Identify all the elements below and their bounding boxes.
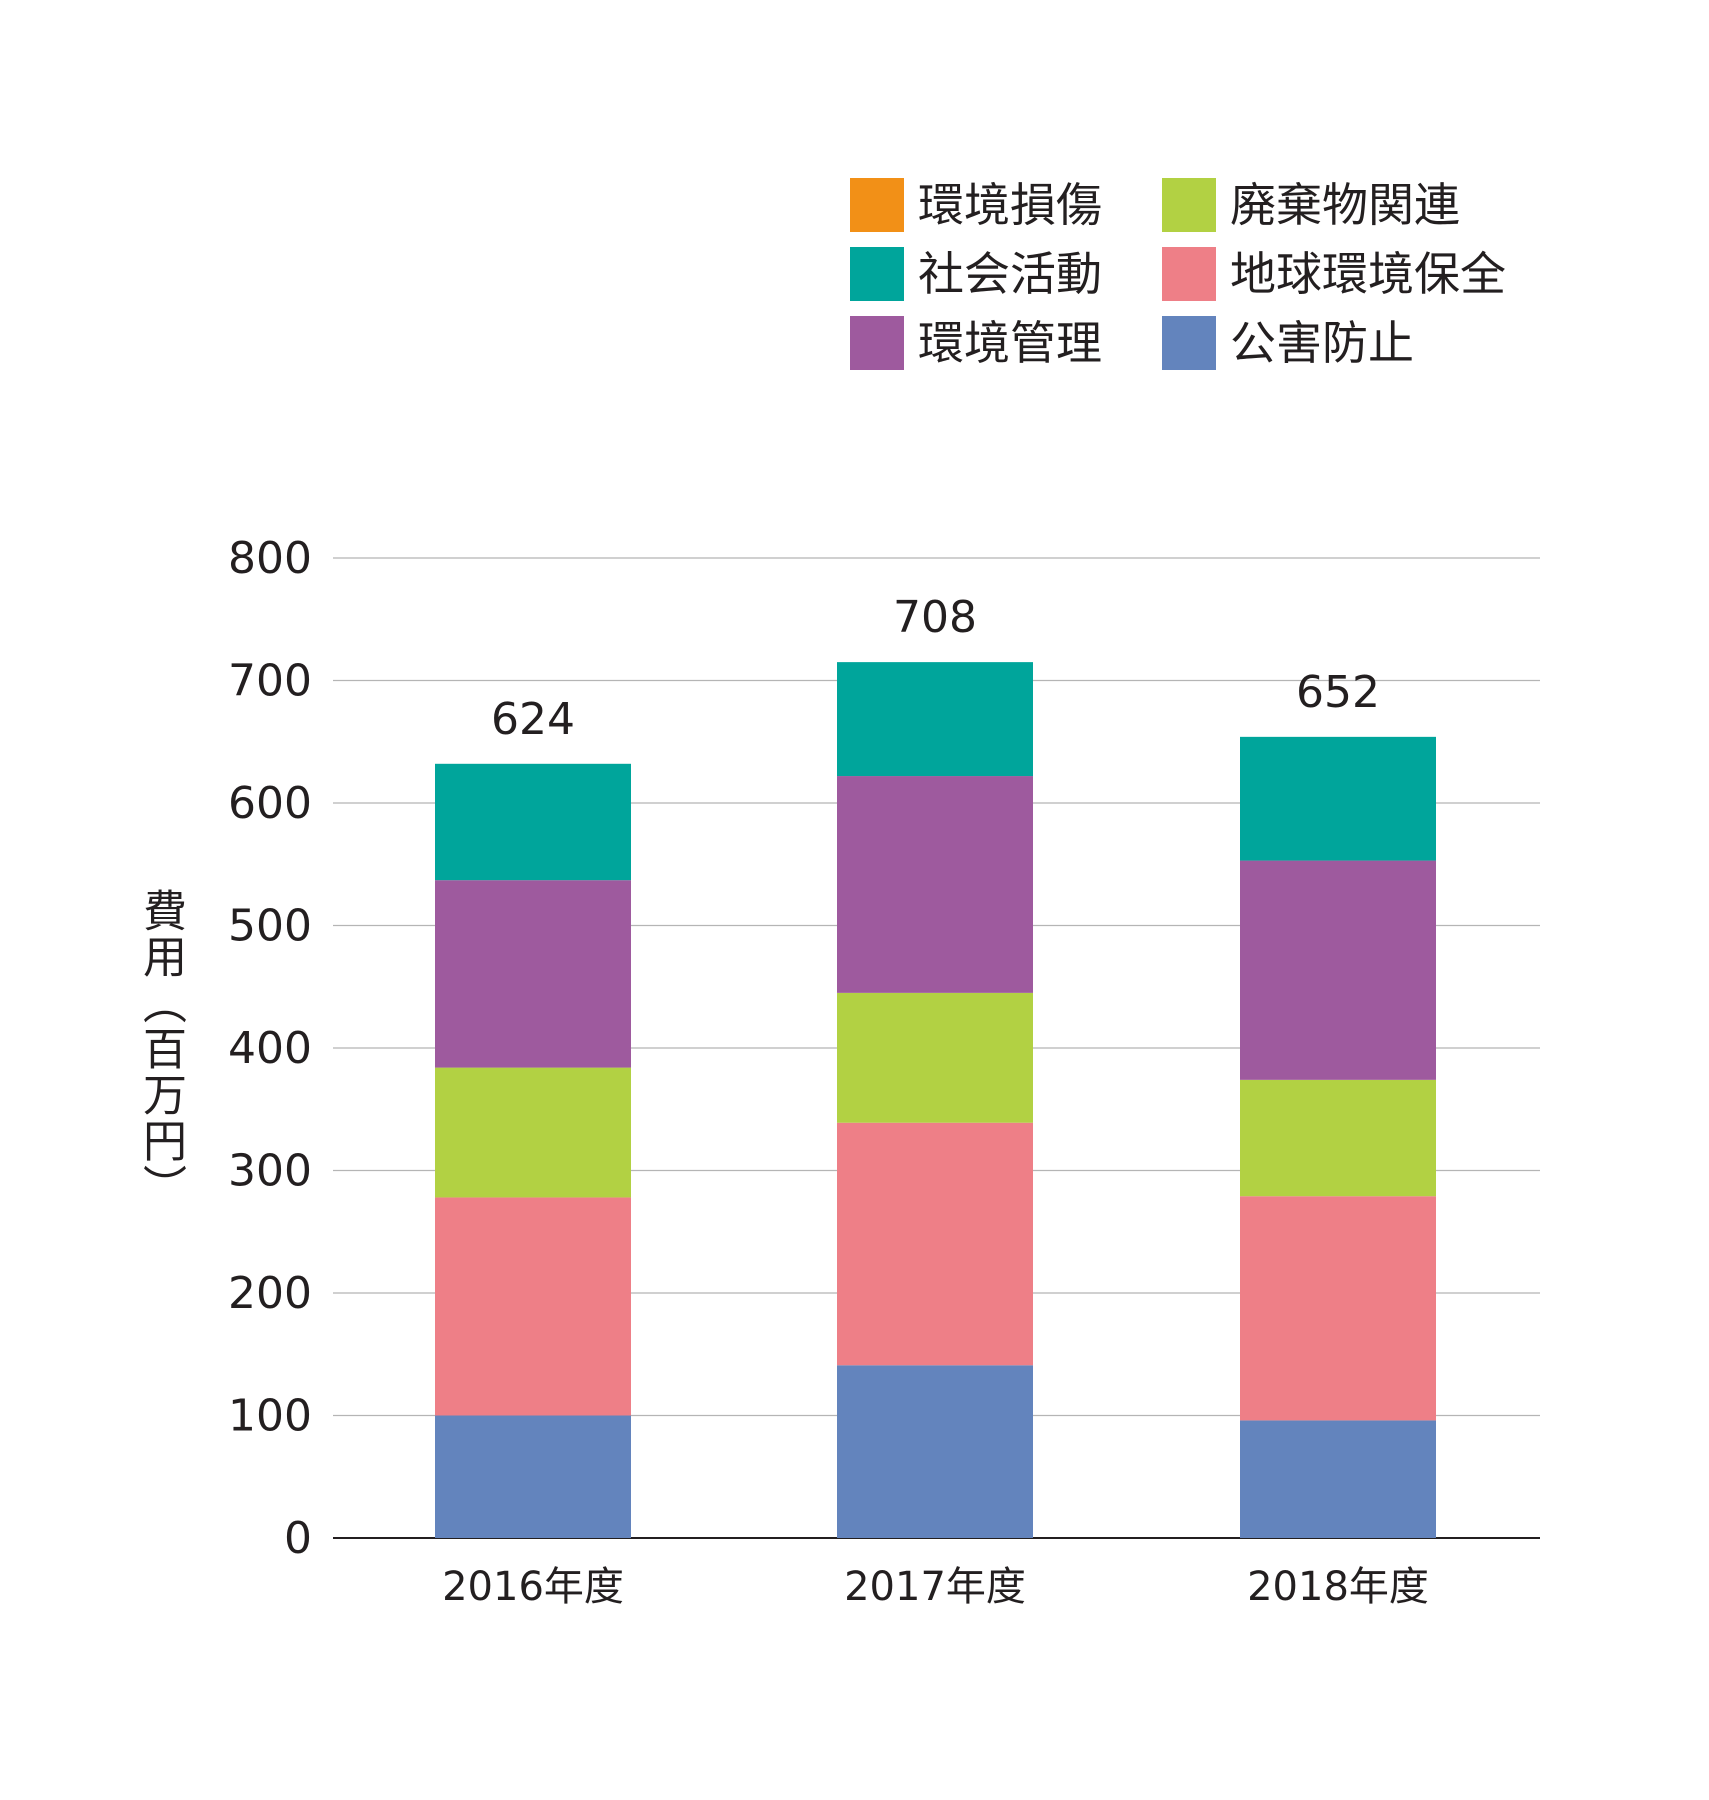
bar-segment bbox=[1240, 736, 1436, 861]
bar-segment bbox=[837, 662, 1033, 777]
legend-label: 環境管理 bbox=[918, 316, 1102, 370]
bar-segment bbox=[837, 1365, 1033, 1538]
legend-swatch bbox=[850, 316, 904, 370]
y-axis-ticks: 0 100 200 300 400 500 600 700 800 bbox=[228, 533, 312, 1564]
total-label: 624 bbox=[491, 694, 575, 745]
legend-label: 公害防止 bbox=[1230, 316, 1414, 370]
bar-segment bbox=[1240, 860, 1436, 1080]
legend-label: 社会活動 bbox=[918, 247, 1102, 301]
bar-segment bbox=[1240, 1420, 1436, 1538]
bar-segment bbox=[435, 1067, 631, 1198]
y-tick-label: 800 bbox=[228, 533, 312, 584]
x-tick-label: 2016年度 bbox=[442, 1564, 624, 1610]
y-axis-label: 費用（百万円） bbox=[135, 888, 186, 1210]
legend-label: 環境損傷 bbox=[918, 178, 1102, 232]
y-tick-label: 400 bbox=[228, 1023, 312, 1074]
y-tick-label: 100 bbox=[228, 1391, 312, 1442]
legend-swatch bbox=[1162, 316, 1216, 370]
legend-swatch bbox=[850, 247, 904, 301]
legend-item: 環境管理 bbox=[850, 316, 1102, 370]
total-labels: 624 708 652 bbox=[491, 592, 1380, 745]
legend-item: 環境損傷 bbox=[850, 178, 1102, 232]
bar-segment bbox=[435, 1197, 631, 1416]
bar-segment bbox=[435, 880, 631, 1068]
y-tick-label: 500 bbox=[228, 901, 312, 952]
x-tick-label: 2017年度 bbox=[844, 1564, 1026, 1610]
legend-swatch bbox=[1162, 178, 1216, 232]
bar-segment bbox=[837, 776, 1033, 993]
y-tick-label: 200 bbox=[228, 1268, 312, 1319]
legend-swatch bbox=[850, 178, 904, 232]
bar-segment bbox=[1240, 1079, 1436, 1197]
x-axis-labels: 2016年度 2017年度 2018年度 bbox=[442, 1564, 1429, 1610]
bars bbox=[435, 662, 1436, 1538]
total-label: 708 bbox=[893, 592, 977, 643]
total-label: 652 bbox=[1296, 667, 1380, 718]
legend-item: 廃棄物関連 bbox=[1162, 178, 1460, 232]
legend-label: 地球環境保全 bbox=[1230, 247, 1506, 301]
legend-label: 廃棄物関連 bbox=[1230, 178, 1460, 232]
y-tick-label: 700 bbox=[228, 656, 312, 707]
bar-segment bbox=[1240, 1196, 1436, 1421]
y-tick-label: 600 bbox=[228, 778, 312, 829]
x-tick-label: 2018年度 bbox=[1247, 1564, 1429, 1610]
bar-segment bbox=[435, 1415, 631, 1538]
y-tick-label: 300 bbox=[228, 1146, 312, 1197]
bar-segment bbox=[435, 763, 631, 881]
y-tick-label: 0 bbox=[284, 1513, 312, 1564]
bar-segment bbox=[837, 992, 1033, 1123]
legend-item: 社会活動 bbox=[850, 247, 1102, 301]
legend-item: 地球環境保全 bbox=[1162, 247, 1506, 301]
legend-item: 公害防止 bbox=[1162, 316, 1414, 370]
legend-swatch bbox=[1162, 247, 1216, 301]
bar-segment bbox=[837, 1122, 1033, 1366]
